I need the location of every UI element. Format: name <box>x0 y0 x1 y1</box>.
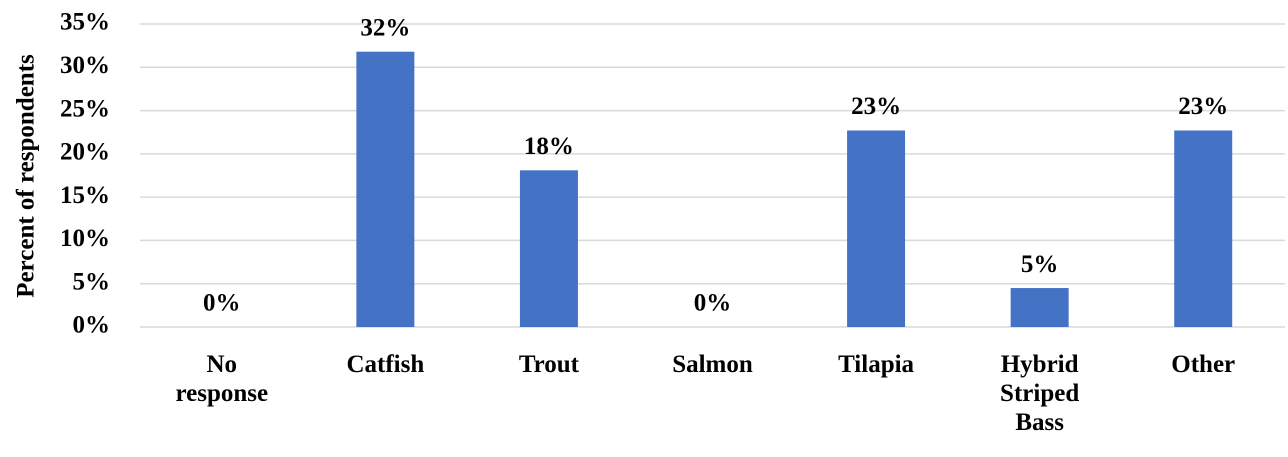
bar <box>356 51 415 328</box>
y-tick-label: 10% <box>60 225 110 252</box>
y-tick-label: 20% <box>60 139 110 166</box>
x-tick-label: Tilapia <box>838 351 915 378</box>
x-tick-label: Catfish <box>346 351 425 378</box>
bar <box>519 170 578 327</box>
data-label: 23% <box>851 93 901 120</box>
y-axis-label: Percent of respondents <box>13 54 40 298</box>
x-tick-label: Other <box>1171 351 1236 378</box>
x-tick-label: Hybrid Striped Bass <box>1000 351 1080 436</box>
x-tick-label: No response <box>175 351 269 407</box>
bar <box>847 130 906 327</box>
data-label: 18% <box>524 133 574 160</box>
y-tick-label: 35% <box>60 9 110 36</box>
y-tick-label: 30% <box>60 52 110 79</box>
y-tick-label: 0% <box>73 312 111 339</box>
x-tick-label: Salmon <box>672 351 753 378</box>
y-tick-label: 25% <box>60 95 110 122</box>
data-label: 32% <box>360 14 410 41</box>
data-label: 23% <box>1178 93 1228 120</box>
data-label: 0% <box>694 290 732 317</box>
bar <box>1010 288 1069 327</box>
bar <box>1174 130 1233 327</box>
y-tick-label: 5% <box>73 268 111 295</box>
data-label: 5% <box>1021 251 1059 278</box>
y-tick-label: 15% <box>60 182 110 209</box>
x-tick-label: Trout <box>518 351 580 378</box>
data-label: 0% <box>203 290 241 317</box>
